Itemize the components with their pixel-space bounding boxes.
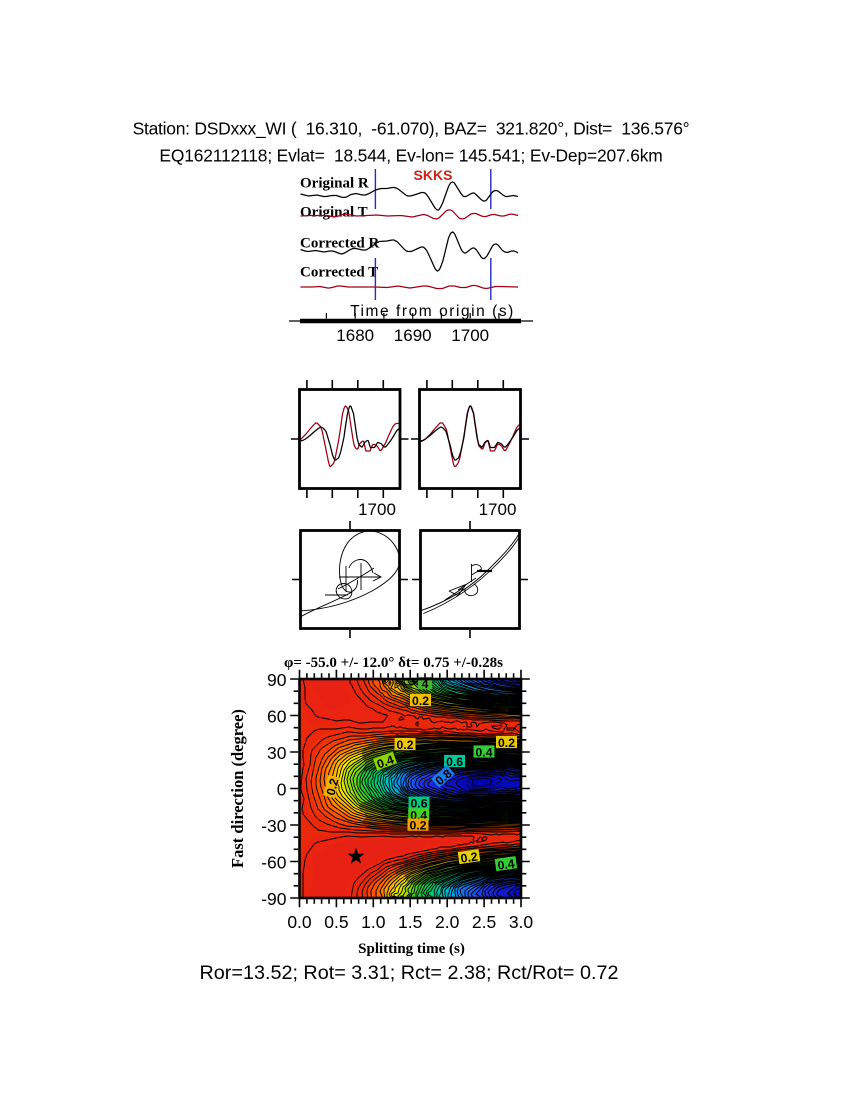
svg-text:1700: 1700 [358,500,396,519]
svg-text:Splitting time (s): Splitting time (s) [358,941,465,957]
svg-text:0.0: 0.0 [287,912,312,932]
svg-text:0.2: 0.2 [498,736,515,750]
svg-text:1700: 1700 [479,500,517,519]
svg-text:30: 30 [267,743,287,763]
svg-text:Corrected T: Corrected T [300,265,378,281]
svg-text:3.0: 3.0 [509,912,534,932]
svg-text:Original T: Original T [300,205,368,221]
svg-text:0.6: 0.6 [446,755,463,769]
svg-text:0.2: 0.2 [412,694,429,708]
svg-text:φ= -55.0 +/- 12.0° δt= 0.75 +/: φ= -55.0 +/- 12.0° δt= 0.75 +/-0.28s [284,655,503,671]
svg-text:Ror=13.52; Rot= 3.31; Rct= 2.3: Ror=13.52; Rot= 3.31; Rct= 2.38; Rct/Rot… [200,962,619,984]
svg-text:0: 0 [277,780,287,800]
svg-text:SKKS: SKKS [414,167,453,183]
svg-text:Original R: Original R [300,176,369,192]
svg-text:-90: -90 [261,889,287,909]
svg-text:0.5: 0.5 [324,912,348,932]
svg-text:0.6: 0.6 [411,797,428,811]
svg-text:1700: 1700 [451,326,489,345]
svg-text:EQ162112118; Evlat= 18.544, E: EQ162112118; Evlat= 18.544, Ev-lon= 145.… [159,146,662,166]
svg-text:Time from origin (s): Time from origin (s) [350,303,515,320]
svg-text:1.5: 1.5 [398,912,422,932]
svg-text:Station: DSDxxx_WI ( 16.310,: Station: DSDxxx_WI ( 16.310, -61.070), B… [133,119,690,140]
svg-text:1.0: 1.0 [361,912,386,932]
svg-text:1690: 1690 [394,326,432,345]
svg-text:2.5: 2.5 [472,912,496,932]
svg-text:90: 90 [267,670,287,690]
svg-text:0.4: 0.4 [476,746,493,760]
svg-text:0.2: 0.2 [324,777,342,797]
svg-text:60: 60 [267,707,287,727]
svg-text:0.4: 0.4 [497,856,516,872]
svg-text:Corrected R: Corrected R [300,236,379,252]
svg-text:1680: 1680 [336,326,374,345]
svg-text:4: 4 [422,677,429,691]
svg-text:2.0: 2.0 [435,912,460,932]
svg-text:-30: -30 [261,816,287,836]
svg-text:0.4: 0.4 [375,752,396,771]
svg-text:-60: -60 [261,853,287,873]
svg-text:0.2: 0.2 [460,849,479,865]
svg-text:0.2: 0.2 [397,738,414,752]
svg-text:Fast direction (degree): Fast direction (degree) [228,709,247,868]
svg-text:0.2: 0.2 [410,819,427,833]
